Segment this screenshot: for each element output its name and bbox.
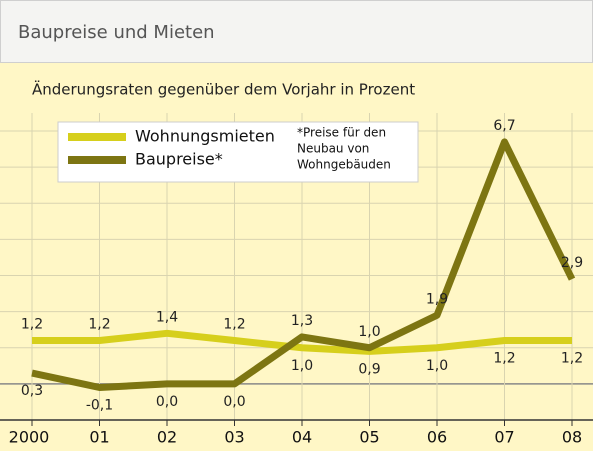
data-label: 1,2 bbox=[561, 351, 583, 367]
data-label: -0,1 bbox=[86, 397, 113, 413]
x-tick-label: 06 bbox=[427, 428, 447, 447]
series-line bbox=[31, 138, 576, 391]
chart-subtitle: Änderungsraten gegenüber dem Vorjahr in … bbox=[32, 80, 415, 99]
data-label: 1,9 bbox=[426, 291, 448, 307]
data-label: 6,7 bbox=[493, 118, 515, 134]
header bbox=[0, 0, 593, 63]
legend-box bbox=[57, 121, 419, 183]
data-label: 0,3 bbox=[21, 383, 43, 399]
legend-label: Wohnungsmieten bbox=[135, 127, 275, 146]
x-tick-label: 03 bbox=[224, 428, 244, 447]
data-label: 0,0 bbox=[156, 394, 178, 410]
data-label: 1,0 bbox=[291, 358, 313, 374]
x-tick-label: 08 bbox=[562, 428, 582, 447]
data-label: 1,0 bbox=[358, 324, 380, 340]
data-label: 1,2 bbox=[223, 317, 245, 333]
data-label: 0,9 bbox=[358, 361, 380, 377]
x-tick-label: 2000 bbox=[9, 428, 50, 447]
data-label: 1,4 bbox=[156, 309, 178, 325]
x-tick-label: 05 bbox=[359, 428, 379, 447]
x-tick-label: 02 bbox=[157, 428, 177, 447]
data-label: 1,3 bbox=[291, 313, 313, 329]
legend-label: Baupreise* bbox=[135, 150, 223, 169]
x-tick-label: 07 bbox=[494, 428, 514, 447]
footnote: Wohngebäuden bbox=[297, 158, 391, 172]
footnote: *Preise für den bbox=[297, 126, 386, 140]
data-label: 1,2 bbox=[21, 317, 43, 333]
x-tick-label: 01 bbox=[89, 428, 109, 447]
data-label: 2,9 bbox=[561, 255, 583, 271]
data-label: 1,2 bbox=[88, 317, 110, 333]
x-tick-label: 04 bbox=[292, 428, 312, 447]
footnote: Neubau von bbox=[297, 142, 369, 156]
data-label: 1,2 bbox=[493, 351, 515, 367]
chart-title: Baupreise und Mieten bbox=[18, 22, 215, 43]
data-label: 1,0 bbox=[426, 358, 448, 374]
series-line bbox=[32, 329, 572, 355]
data-label: 0,0 bbox=[223, 394, 245, 410]
